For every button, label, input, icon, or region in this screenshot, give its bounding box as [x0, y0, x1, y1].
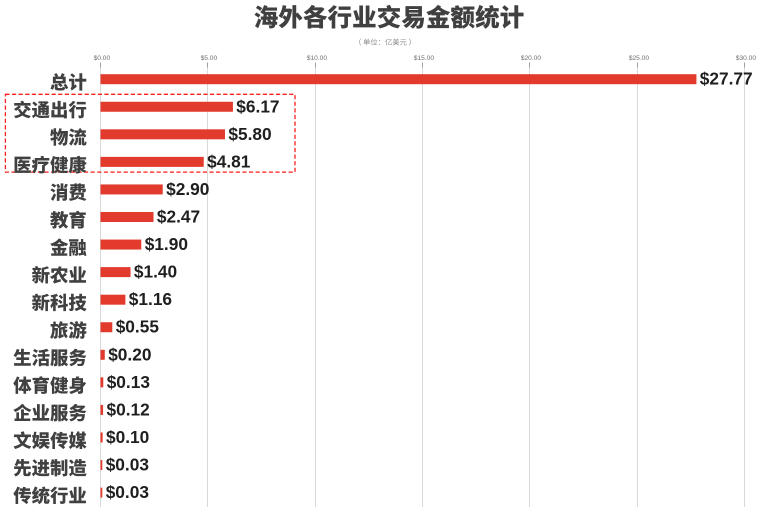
svg-text:$25.00: $25.00 — [629, 55, 650, 62]
svg-text:$2.47: $2.47 — [157, 207, 200, 227]
svg-text:$0.13: $0.13 — [107, 372, 150, 392]
svg-text:$1.90: $1.90 — [145, 234, 188, 254]
svg-text:$5.00: $5.00 — [201, 55, 218, 62]
svg-text:$20.00: $20.00 — [521, 55, 542, 62]
svg-text:$5.80: $5.80 — [228, 124, 271, 144]
svg-text:$1.16: $1.16 — [129, 289, 172, 309]
svg-text:$0.10: $0.10 — [106, 427, 149, 447]
svg-text:$0.00: $0.00 — [94, 55, 111, 62]
svg-text:$0.20: $0.20 — [108, 344, 151, 364]
svg-text:$1.40: $1.40 — [134, 262, 177, 282]
svg-text:$4.81: $4.81 — [207, 151, 251, 171]
svg-text:$30.00: $30.00 — [736, 55, 757, 62]
svg-text:$0.03: $0.03 — [106, 482, 149, 502]
svg-text:$0.12: $0.12 — [107, 399, 150, 419]
svg-text:$27.77: $27.77 — [700, 69, 753, 89]
svg-text:$2.90: $2.90 — [166, 179, 209, 199]
svg-text:$0.55: $0.55 — [116, 317, 160, 337]
svg-text:$15.00: $15.00 — [414, 55, 435, 62]
svg-text:$6.17: $6.17 — [236, 96, 279, 116]
svg-text:$10.00: $10.00 — [307, 55, 328, 62]
svg-text:$0.03: $0.03 — [106, 455, 149, 475]
